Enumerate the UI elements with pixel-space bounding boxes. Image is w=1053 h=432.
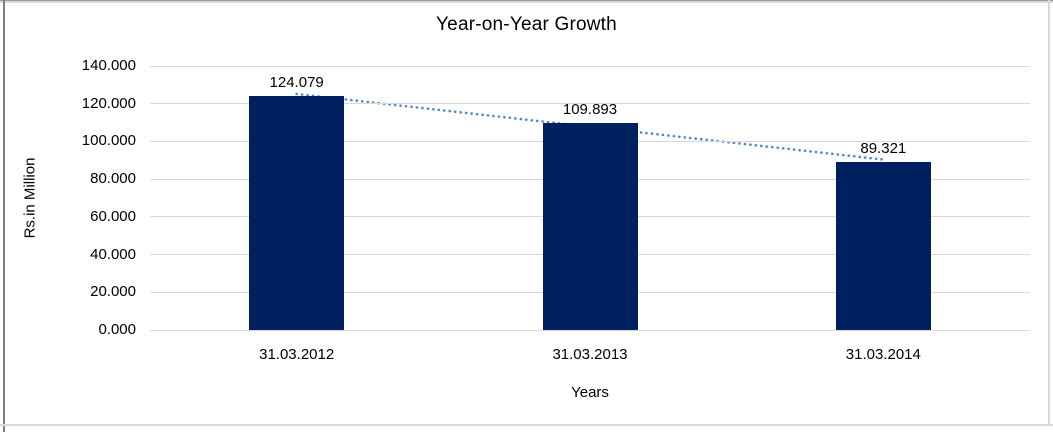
chart-border-left bbox=[3, 0, 5, 432]
x-axis-tick-label: 31.03.2014 bbox=[845, 346, 921, 363]
y-axis-tick-label: 0.000 bbox=[98, 321, 136, 338]
y-axis-tick-label: 140.000 bbox=[81, 57, 136, 74]
gridline bbox=[150, 329, 1030, 331]
chart-border-top bbox=[0, 0, 1053, 3]
chart-border-bottom bbox=[0, 424, 1053, 426]
y-axis-tick-label: 100.000 bbox=[81, 132, 136, 150]
bar bbox=[542, 122, 638, 330]
bar-data-label: 89.321 bbox=[860, 139, 907, 157]
y-axis-tick-label: 80.000 bbox=[90, 170, 136, 188]
chart-title: Year-on-Year Growth bbox=[436, 14, 617, 35]
y-axis-title: Rs.in Million bbox=[21, 157, 39, 239]
bar-data-label: 124.079 bbox=[269, 74, 324, 92]
x-axis-tick-label: 31.03.2012 bbox=[259, 346, 335, 363]
bar-data-label: 109.893 bbox=[562, 100, 618, 118]
y-axis-tick-label: 20.000 bbox=[90, 283, 136, 301]
x-axis-title: Years bbox=[571, 384, 609, 401]
gridline bbox=[150, 103, 1030, 105]
gridline bbox=[150, 65, 1030, 67]
y-axis-tick-label: 40.000 bbox=[90, 245, 136, 263]
y-axis-tick-label: 60.000 bbox=[90, 207, 136, 225]
x-axis-tick-label: 31.03.2013 bbox=[552, 346, 628, 363]
bar bbox=[835, 161, 931, 330]
y-axis-tick-label: 120.000 bbox=[81, 94, 136, 112]
bar bbox=[249, 96, 345, 330]
chart-border-right bbox=[1048, 0, 1050, 426]
